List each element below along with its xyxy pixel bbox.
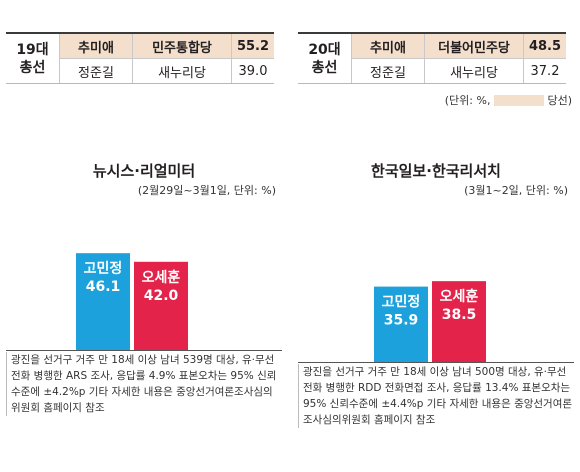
unit-legend: (단위: %, 당선) <box>445 92 572 108</box>
candidate-name: 정준길 <box>370 65 406 81</box>
election-19-table: 19대 총선 추미애 민주통합당 55.2 정준길 새누리당 39.0 <box>6 32 274 84</box>
bar-category-label: 고민정 <box>84 260 123 277</box>
baseline <box>298 362 574 363</box>
election-20-winner-row: 추미애 더불어민주당 48.5 <box>352 34 566 58</box>
vote-percent: 48.5 <box>523 34 566 58</box>
party-name: 민주통합당 <box>132 34 231 58</box>
candidate-name: 추미애 <box>370 40 406 56</box>
bar-blue <box>76 253 130 350</box>
party-name: 새누리당 <box>132 59 231 83</box>
election-19-label: 19대 총선 <box>6 34 60 83</box>
vote-percent: 37.2 <box>523 59 566 83</box>
bar-value-label: 38.5 <box>442 307 477 323</box>
poll-hankook-research: 고민정 35.9 오세훈 38.5 한국일보·한국리서치 (3월1~2일, 단위: %… <box>298 160 574 450</box>
poll-newsis-realmeter: 고민정 46.1 오세훈 42.0 뉴시스·리얼미터 (2월29일~3월1일, 단위:… <box>6 160 282 450</box>
election-19-winner-row: 추미애 민주통합당 55.2 <box>60 34 274 58</box>
election-20-label: 20대 총선 <box>298 34 352 83</box>
candidate-name: 정준길 <box>78 65 114 81</box>
candidate-name: 추미애 <box>78 40 114 56</box>
bar-value-label: 42.0 <box>144 288 179 304</box>
bar-red <box>432 281 486 362</box>
poll-methodology-note: 광진을 선거구 거주 만 18세 이상 남녀 500명 대상, 유·무선전화 병… <box>298 364 574 428</box>
election-20-label-line2: 총선 <box>311 59 338 76</box>
bar-red <box>134 261 188 350</box>
vote-percent: 55.2 <box>231 34 274 58</box>
poll-subtitle: (2월29일~3월1일, 단위: %) <box>137 184 276 197</box>
poll-title: 한국일보·한국리서치 <box>371 162 501 180</box>
election-19-runnerup-row: 정준길 새누리당 39.0 <box>60 58 274 83</box>
election-20-runnerup-row: 정준길 새누리당 37.2 <box>352 58 566 83</box>
bar-category-label: 오세훈 <box>440 288 479 305</box>
bar-category-label: 고민정 <box>382 294 421 311</box>
poll-title: 뉴시스·리얼미터 <box>92 162 196 180</box>
bar-value-label: 46.1 <box>86 279 121 295</box>
poll-methodology-note: 광진을 선거구 거주 만 18세 이상 남녀 539명 대상, 유·무선전화 병… <box>6 352 282 416</box>
baseline <box>6 350 282 351</box>
vote-percent: 39.0 <box>231 59 274 83</box>
bar-value-label: 35.9 <box>384 313 419 329</box>
unit-legend-suffix: 당선) <box>547 94 572 107</box>
election-20-label-line1: 20대 <box>308 41 341 58</box>
poll-chart-1: 고민정 46.1 오세훈 42.0 <box>76 253 188 350</box>
bar-blue <box>374 286 428 362</box>
party-name: 새누리당 <box>424 59 523 83</box>
election-19-label-line2: 총선 <box>19 59 46 76</box>
party-name: 더불어민주당 <box>424 34 523 58</box>
poll-subtitle: (3월1~2일, 단위: %) <box>464 184 568 197</box>
election-20-table: 20대 총선 추미애 더불어민주당 48.5 정준길 새누리당 37.2 <box>298 32 566 84</box>
unit-legend-prefix: (단위: %, <box>444 94 491 107</box>
winner-swatch <box>494 94 545 106</box>
election-19-label-line1: 19대 <box>16 41 49 58</box>
poll-chart-2: 고민정 35.9 오세훈 38.5 <box>374 281 486 362</box>
bar-category-label: 오세훈 <box>142 269 181 286</box>
